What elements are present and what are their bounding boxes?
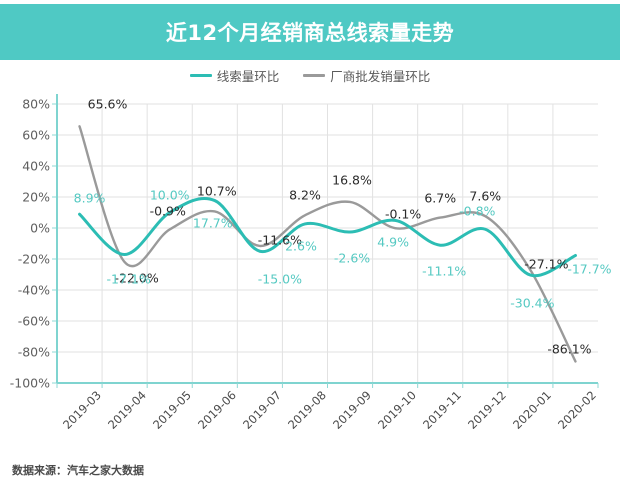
x-axis-tick-label: 2020-02 (555, 388, 600, 432)
y-axis-tick-label: 40% (22, 158, 50, 174)
legend-wholesale[interactable]: 厂商批发销量环比 (303, 66, 430, 85)
y-axis-tick-label: -60% (17, 313, 50, 329)
legend-item-label: 厂商批发销量环比 (330, 69, 431, 84)
x-axis-tick-label: 2019-04 (104, 388, 149, 432)
y-axis-labels: 80% 60% 40% 20% 0% -20% -40% -60% -80% -100% (0, 88, 56, 398)
x-axis-tick-label: 2019-03 (59, 388, 104, 432)
x-axis-tick-label: 2019-09 (330, 388, 374, 432)
series-line-wholesale (78, 125, 577, 363)
y-axis-tick-label: 20% (22, 189, 50, 205)
legend-item-label: 线索量环比 (216, 69, 280, 84)
y-axis-tick-label: 80% (22, 96, 50, 112)
x-axis-tick-label: 2019-06 (194, 388, 239, 432)
y-axis-tick-label: 60% (22, 127, 50, 143)
x-axis-tick-label: 2019-07 (239, 388, 284, 432)
page-title: 近12个月经销商总线索量走势 (165, 21, 455, 45)
y-axis-tick-label: 0% (30, 220, 50, 236)
chart-legend: 线索量环比 厂商批发销量环比 (0, 66, 620, 85)
x-axis-tick-label: 2019-11 (420, 388, 465, 432)
legend-lead-volume[interactable]: 线索量环比 (189, 66, 280, 85)
legend-line-icon (303, 74, 326, 77)
series-line-lead-volume (78, 196, 577, 278)
y-axis-tick-label: -40% (17, 282, 50, 298)
x-axis-tick-label: 2019-05 (149, 388, 194, 432)
legend-line-icon (189, 74, 212, 77)
y-axis-tick-label: -100% (9, 375, 50, 391)
source-note: 数据来源：汽车之家大数据 (12, 464, 144, 477)
x-axis-labels: 2019-03 2019-04 2019-05 2019-06 2019-07 2019-… (0, 388, 620, 458)
line-chart-svg (52, 94, 599, 388)
y-axis-tick-label: -80% (17, 344, 50, 360)
x-axis-tick-label: 2019-12 (465, 388, 510, 432)
x-axis-tick-label: 2019-08 (285, 388, 329, 432)
y-axis-tick-label: -20% (17, 251, 50, 267)
x-axis-tick-label: 2019-10 (375, 388, 420, 432)
header-band: 近12个月经销商总线索量走势 (0, 4, 620, 60)
plot-area (0, 88, 620, 398)
x-axis-tick-label: 2020-01 (510, 388, 555, 432)
